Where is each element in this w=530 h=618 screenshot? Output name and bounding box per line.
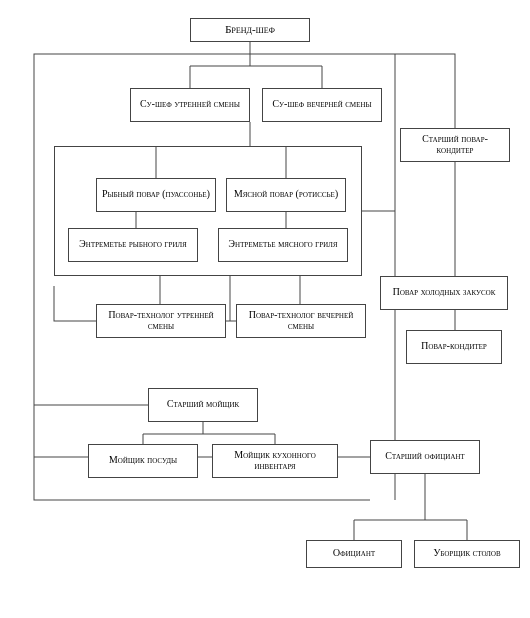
node-label: Старший повар-кондитер xyxy=(405,134,505,157)
node-entr-meat: Энтреметье мясного гриля xyxy=(218,228,348,262)
node-kitchen-washer: Мойщик кухонного инвентаря xyxy=(212,444,338,478)
node-senior-pastry: Старший повар-кондитер xyxy=(400,128,510,162)
node-tech-evening: Повар-технолог вечерней смены xyxy=(236,304,366,338)
node-label: Рыбный повар (пуассонье) xyxy=(101,189,211,201)
node-fish-cook: Рыбный повар (пуассонье) xyxy=(96,178,216,212)
node-sous-evening: Су-шеф вечерней смены xyxy=(262,88,382,122)
node-label: Уборщик столов xyxy=(419,548,515,560)
node-table-cleaner: Уборщик столов xyxy=(414,540,520,568)
node-waiter: Официант xyxy=(306,540,402,568)
node-entr-fish: Энтреметье рыбного гриля xyxy=(68,228,198,262)
node-label: Бренд-шеф xyxy=(195,24,305,37)
node-cold-snacks: Повар холодных закусок xyxy=(380,276,508,310)
node-label: Энтреметье мясного гриля xyxy=(223,239,343,251)
node-brand-chef: Бренд-шеф xyxy=(190,18,310,42)
node-senior-washer: Старший мойщик xyxy=(148,388,258,422)
node-label: Энтреметье рыбного гриля xyxy=(73,239,193,251)
node-label: Мойщик кухонного инвентаря xyxy=(217,450,333,473)
node-label: Повар-технолог утренней смены xyxy=(101,310,221,333)
node-label: Повар холодных закусок xyxy=(385,287,503,299)
node-meat-cook: Мясной повар (ротиссье) xyxy=(226,178,346,212)
node-label: Повар-технолог вечерней смены xyxy=(241,310,361,333)
node-label: Старший официант xyxy=(375,451,475,463)
node-label: Мойщик посуды xyxy=(93,455,193,467)
node-tech-morning: Повар-технолог утренней смены xyxy=(96,304,226,338)
node-dish-washer: Мойщик посуды xyxy=(88,444,198,478)
node-senior-waiter: Старший официант xyxy=(370,440,480,474)
node-sous-morning: Су-шеф утренней смены xyxy=(130,88,250,122)
node-pastry-cook: Повар-кондитер xyxy=(406,330,502,364)
node-label: Старший мойщик xyxy=(153,399,253,411)
org-chart: Бренд-шеф Су-шеф утренней смены Су-шеф веч… xyxy=(0,0,530,618)
node-label: Повар-кондитер xyxy=(411,341,497,353)
node-label: Мясной повар (ротиссье) xyxy=(231,189,341,201)
node-label: Су-шеф утренней смены xyxy=(135,99,245,111)
node-label: Су-шеф вечерней смены xyxy=(267,99,377,111)
node-label: Официант xyxy=(311,548,397,560)
